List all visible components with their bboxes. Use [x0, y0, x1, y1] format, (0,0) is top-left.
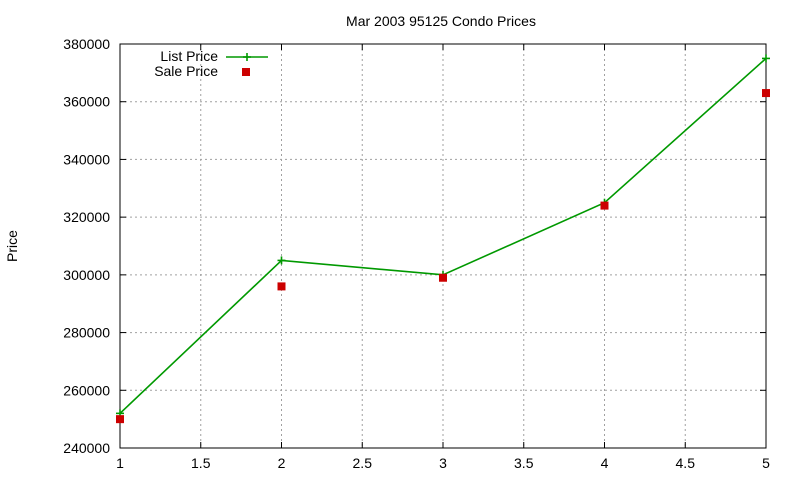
list-price-point [277, 256, 286, 265]
x-tick-label: 2 [278, 455, 286, 471]
x-tick-label: 3.5 [514, 455, 534, 471]
x-tick-label: 4.5 [676, 455, 696, 471]
x-tick-label: 4 [601, 455, 609, 471]
series-layer [116, 54, 770, 424]
x-tick-labels: 1 1.5 2 2.5 3 3.5 4 4.5 5 [116, 455, 770, 471]
sale-price-point [116, 415, 124, 424]
sale-price-point [439, 273, 447, 282]
legend-label-list-price: List Price [160, 48, 218, 64]
x-tick-label: 5 [762, 455, 770, 471]
axis-ticks [119, 43, 767, 449]
legend-swatch-sale-price [242, 68, 250, 76]
legend-label-sale-price: Sale Price [154, 63, 218, 79]
chart-title: Mar 2003 95125 Condo Prices [346, 13, 536, 29]
y-tick-label: 320000 [63, 209, 110, 225]
grid-lines [120, 44, 766, 448]
sale-price-point [600, 201, 609, 210]
y-tick-label: 340000 [63, 151, 110, 167]
x-tick-label: 1 [116, 455, 124, 471]
y-tick-labels: 240000 260000 280000 300000 320000 340000 3600… [63, 36, 110, 456]
sale-price-point [762, 89, 770, 98]
y-tick-label: 260000 [63, 382, 110, 398]
y-tick-label: 240000 [63, 440, 110, 456]
y-axis-label: Price [4, 230, 20, 262]
y-tick-label: 360000 [63, 94, 110, 110]
x-tick-label: 2.5 [353, 455, 373, 471]
y-tick-label: 300000 [63, 267, 110, 283]
y-tick-label: 280000 [63, 325, 110, 341]
list-price-point [762, 54, 770, 63]
y-tick-label: 380000 [63, 36, 110, 52]
x-tick-label: 3 [439, 455, 447, 471]
x-tick-label: 1.5 [191, 455, 211, 471]
sale-price-point [277, 282, 286, 291]
